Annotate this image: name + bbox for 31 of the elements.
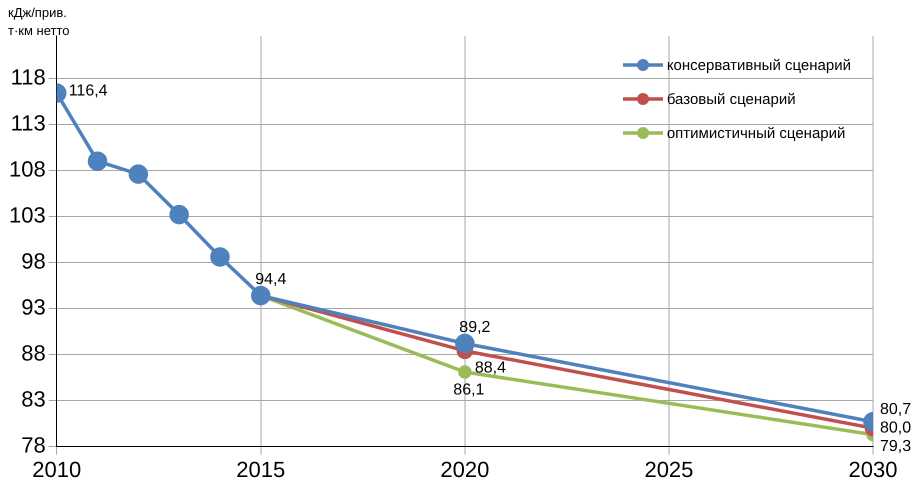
data-label: 79,3	[880, 438, 912, 456]
x-tick-label: 2015	[236, 456, 286, 482]
data-label: 80,7	[880, 401, 912, 418]
data-label: 94,4	[255, 271, 286, 288]
data-label: 116,4	[68, 82, 108, 100]
y-tick-label: 88	[21, 340, 46, 366]
point	[128, 164, 148, 184]
legend-label: оптимистичный сценарий	[666, 124, 846, 142]
data-label: 88,4	[474, 359, 506, 376]
x-tick-label: 2010	[32, 456, 82, 482]
x-tick-label: 2020	[440, 456, 490, 482]
legend-label: базовый сценарий	[666, 90, 796, 108]
y-tick-label: 118	[10, 64, 46, 90]
point	[210, 247, 230, 267]
y-tick-label: 98	[21, 248, 46, 274]
y-tick-label: 93	[21, 294, 46, 320]
data-label: 80,0	[880, 420, 912, 437]
y-tick-label: 83	[21, 386, 46, 412]
legend-label: консервативный сценарий	[666, 56, 851, 74]
point	[169, 204, 189, 224]
y-tick-label: 78	[21, 432, 46, 458]
x-tick-label: 2025	[644, 456, 694, 482]
point	[455, 334, 475, 354]
data-label: 89,2	[459, 318, 491, 336]
y-tick-label: 108	[8, 156, 46, 182]
x-tick-label: 2030	[848, 456, 898, 482]
data-label: 86,1	[453, 381, 485, 398]
y-tick-label: 113	[10, 110, 46, 136]
point	[88, 151, 108, 171]
y-axis-title: кДж/прив. т·км нетто	[8, 4, 70, 40]
y-tick-label: 103	[8, 202, 46, 228]
